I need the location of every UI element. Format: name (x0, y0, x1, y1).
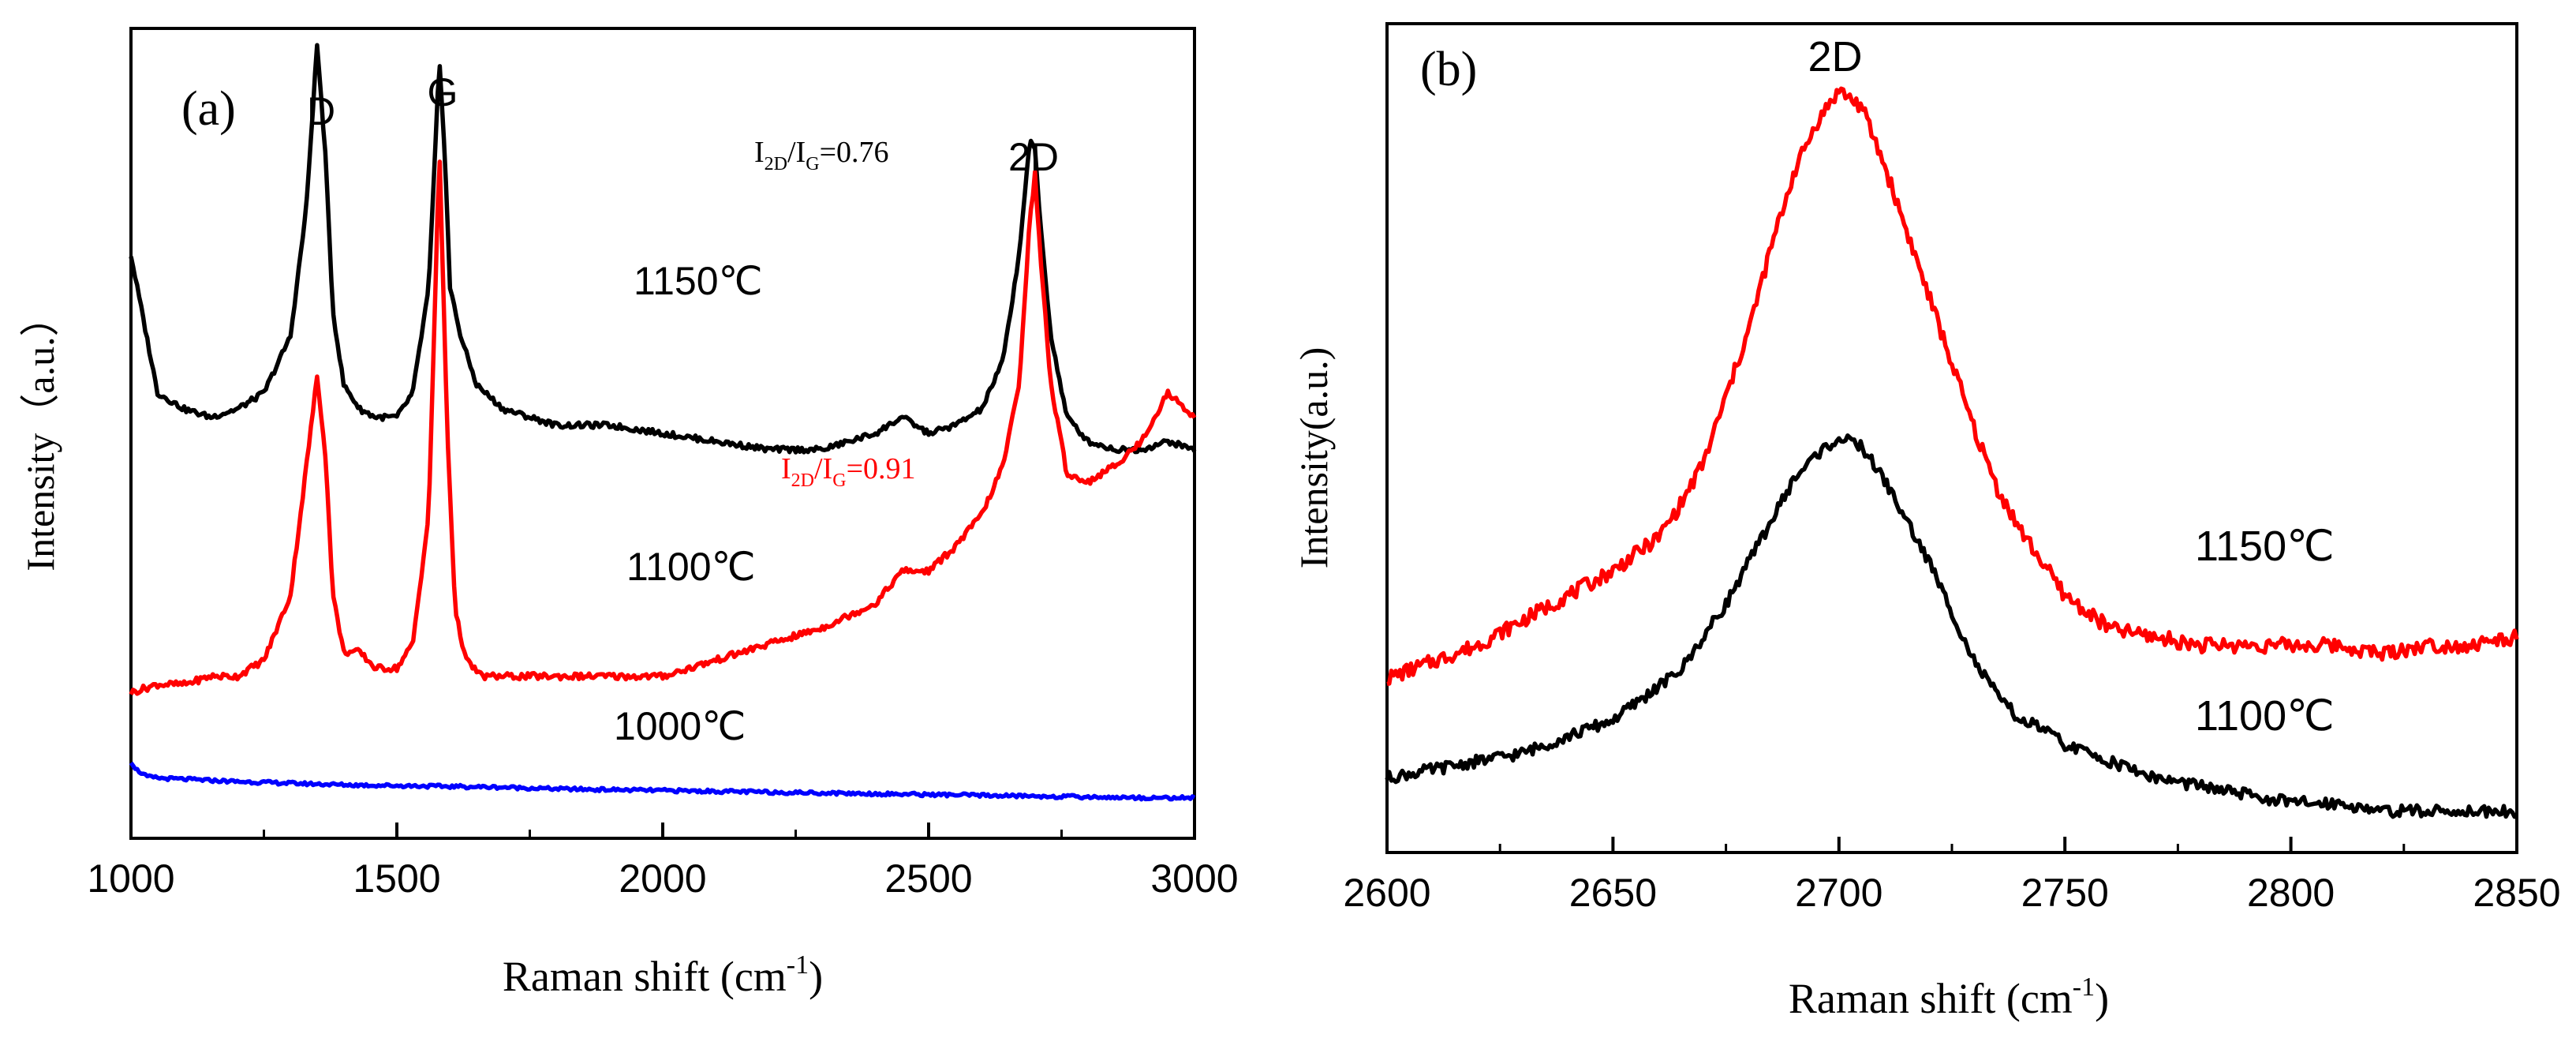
panel-b-x-axis-label-main: Raman shift (cm (1789, 975, 2073, 1022)
panel-a-y-axis-label: Intensity（a.u.） (18, 297, 62, 571)
panel-b-tick-label: 2600 (1343, 871, 1430, 915)
ratio-annotation-1100: I2D/IG=0.91 (781, 452, 916, 491)
panel-a-tick-label: 1000 (87, 856, 174, 901)
panel-a-tick-label: 1500 (353, 856, 440, 901)
ratio-annotation-1100-sub2: G (832, 470, 846, 491)
panel-b-tick-label: 2650 (1569, 871, 1657, 915)
panel-b: 2600 2650 2700 2750 2800 2850 (b) 2D 1150℃ 11… (1292, 22, 2561, 1022)
panel-b-tick-label: 2800 (2247, 871, 2335, 915)
panel-b-series-line-1150℃ (1386, 86, 2519, 687)
peak-label-g: G (428, 70, 458, 114)
series-label-1000: 1000℃ (614, 704, 746, 748)
panel-b-series-label-1150: 1150℃ (2195, 523, 2335, 570)
panel-b-plot-frame (1385, 22, 2518, 854)
panel-a-label: (a) (181, 82, 236, 136)
panel-b-tick-label: 2700 (1795, 871, 1882, 915)
panel-b-x-ticks: 2600 2650 2700 2750 2800 2850 (1343, 837, 2561, 915)
panel-b-series-line-1100℃ (1385, 433, 2518, 819)
panel-b-x-axis-label-end: ) (2095, 975, 2109, 1022)
series-label-1100: 1100℃ (626, 545, 756, 589)
panel-b-series (1385, 86, 2519, 819)
ratio-annotation-1100-val: =0.91 (847, 452, 916, 485)
ratio-annotation-1150-mid: /I (787, 136, 806, 169)
panel-a-x-axis-label-sup: -1 (787, 950, 809, 980)
panel-b-series-label-1100: 1100℃ (2195, 692, 2335, 740)
panel-a-series-line-1100℃ (129, 159, 1197, 696)
panel-b-tick-label: 2850 (2473, 871, 2560, 915)
panel-b-tick-label: 2750 (2021, 871, 2109, 915)
panel-a-tick-label: 3000 (1150, 856, 1238, 901)
panel-a-series (129, 43, 1197, 802)
ratio-annotation-1150-i: I (754, 136, 765, 169)
panel-b-peak-label-2d: 2D (1808, 33, 1862, 81)
panel-b-x-axis-label: Raman shift (cm-1) (1789, 972, 2109, 1022)
panel-b-label: (b) (1420, 43, 1477, 96)
ratio-annotation-1100-mid: /I (814, 452, 832, 485)
panel-a-x-axis-label-main: Raman shift (cm (503, 953, 787, 1000)
panel-a-x-axis-label: Raman shift (cm-1) (503, 950, 823, 1000)
ratio-annotation-1150-sub2: G (806, 154, 819, 174)
panel-a: 1000 1500 2000 2500 3000 (a) D G 2D I2D/IG=0… (18, 27, 1239, 1000)
ratio-annotation-1100-i: I (781, 452, 791, 485)
panel-a-tick-label: 2000 (619, 856, 706, 901)
panel-a-series-line-1150℃ (129, 43, 1197, 455)
series-label-1150: 1150℃ (634, 259, 763, 303)
panel-b-x-axis-label-sup: -1 (2073, 972, 2095, 1002)
panel-a-x-axis-label-end: ) (809, 953, 823, 1000)
peak-label-d: D (307, 89, 335, 133)
peak-label-2d: 2D (1008, 135, 1059, 179)
ratio-annotation-1150: I2D/IG=0.76 (754, 136, 889, 174)
panel-a-tick-label: 2500 (884, 856, 972, 901)
panel-a-x-ticks: 1000 1500 2000 2500 3000 (87, 823, 1239, 901)
ratio-annotation-1150-sub1: 2D (765, 154, 787, 174)
ratio-annotation-1100-sub1: 2D (791, 470, 814, 491)
panel-a-series-line-1000℃ (129, 761, 1196, 802)
panel-b-y-axis-label: Intensity(a.u.) (1292, 347, 1336, 568)
ratio-annotation-1150-val: =0.76 (820, 136, 889, 169)
